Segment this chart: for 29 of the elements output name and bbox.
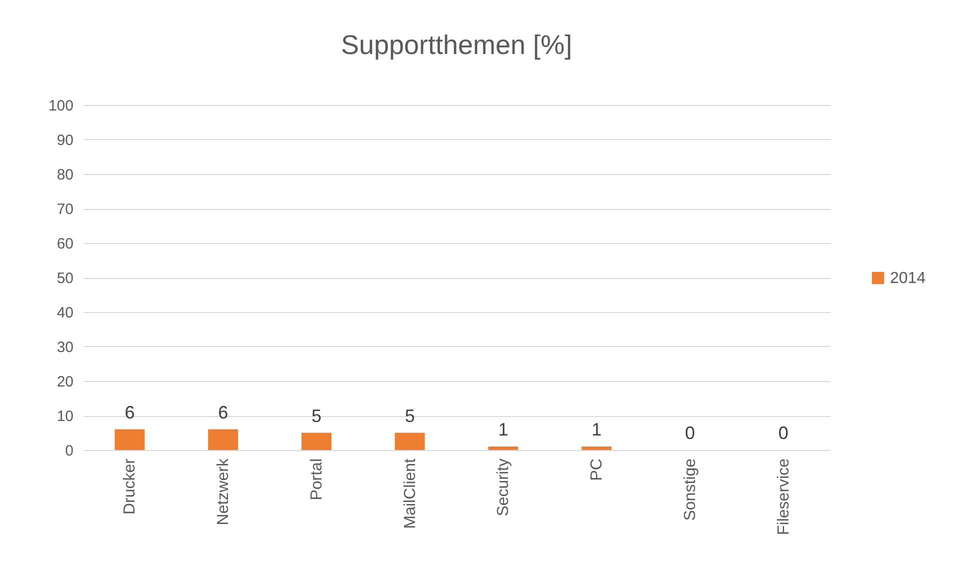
x-tick-label: PC [588, 458, 606, 481]
x-tick-label: Security [495, 458, 512, 516]
y-tick-label: 10 [56, 408, 74, 425]
y-tick-label: 90 [56, 132, 74, 149]
chart-title: Supportthemen [%] [340, 30, 572, 60]
y-tick-label: 80 [56, 166, 74, 184]
y-tick-label: 30 [56, 339, 74, 356]
legend-label: 2014 [890, 270, 926, 287]
x-tick-label: Netzwerk [215, 458, 232, 526]
y-tick-label: 70 [56, 201, 74, 218]
x-tick-label: Drucker [122, 458, 139, 515]
data-label: 6 [218, 402, 228, 422]
x-tick-label: Sonstige [682, 458, 699, 521]
data-label: 6 [124, 402, 135, 422]
x-tick-label: Portal [308, 458, 326, 500]
data-label: 1 [592, 420, 602, 440]
data-label: 0 [778, 423, 788, 443]
data-label: 0 [684, 423, 695, 443]
x-tick-label: Fileservice [775, 458, 792, 535]
data-label: 1 [498, 420, 508, 440]
y-tick-label: 100 [48, 98, 74, 114]
y-tick-label: 50 [56, 270, 74, 287]
y-tick-label: 60 [56, 236, 74, 252]
data-label: 5 [404, 406, 415, 426]
y-tick-label: 20 [56, 374, 74, 390]
y-tick-label: 0 [65, 442, 74, 460]
y-tick-label: 40 [56, 304, 74, 322]
data-label: 5 [311, 406, 322, 426]
x-tick-label: MailClient [402, 458, 419, 529]
